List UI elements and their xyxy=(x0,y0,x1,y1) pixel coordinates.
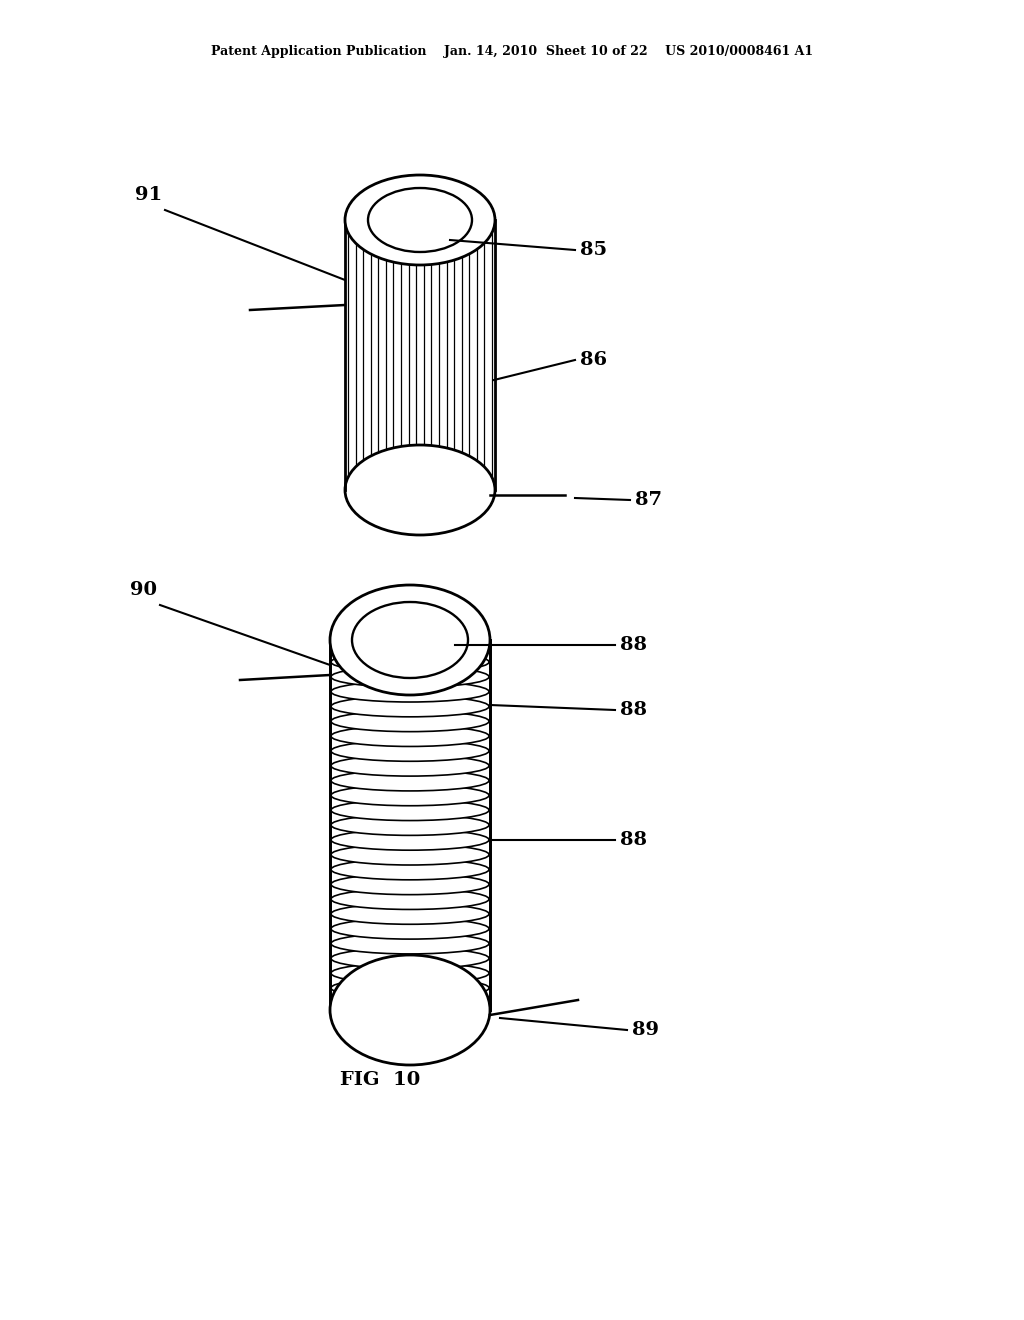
Ellipse shape xyxy=(368,187,472,252)
Ellipse shape xyxy=(331,814,489,836)
Ellipse shape xyxy=(331,696,489,717)
Text: 89: 89 xyxy=(632,1020,659,1039)
Ellipse shape xyxy=(331,859,489,880)
Ellipse shape xyxy=(330,585,490,696)
Ellipse shape xyxy=(331,845,489,865)
Ellipse shape xyxy=(331,962,489,983)
Ellipse shape xyxy=(331,741,489,762)
Ellipse shape xyxy=(331,755,489,776)
Text: 86: 86 xyxy=(580,351,607,370)
Ellipse shape xyxy=(331,681,489,702)
Text: 88: 88 xyxy=(620,832,647,849)
Ellipse shape xyxy=(331,903,489,924)
Ellipse shape xyxy=(331,711,489,731)
Ellipse shape xyxy=(331,785,489,805)
Ellipse shape xyxy=(331,800,489,821)
Ellipse shape xyxy=(331,948,489,969)
Text: Patent Application Publication    Jan. 14, 2010  Sheet 10 of 22    US 2010/00084: Patent Application Publication Jan. 14, … xyxy=(211,45,813,58)
Polygon shape xyxy=(270,620,331,1030)
Ellipse shape xyxy=(331,874,489,895)
Text: 88: 88 xyxy=(620,701,647,719)
Ellipse shape xyxy=(331,933,489,954)
Text: 85: 85 xyxy=(580,242,607,259)
Ellipse shape xyxy=(331,726,489,747)
Ellipse shape xyxy=(331,978,489,998)
Ellipse shape xyxy=(330,954,490,1065)
Text: 87: 87 xyxy=(635,491,662,510)
Ellipse shape xyxy=(345,176,495,265)
Ellipse shape xyxy=(331,770,489,791)
Ellipse shape xyxy=(331,919,489,939)
Polygon shape xyxy=(345,220,495,490)
Text: FIG  10: FIG 10 xyxy=(340,1071,420,1089)
Text: 88: 88 xyxy=(620,636,647,653)
Ellipse shape xyxy=(345,445,495,535)
Text: 91: 91 xyxy=(135,186,162,205)
Text: 90: 90 xyxy=(130,581,157,599)
Ellipse shape xyxy=(331,667,489,688)
Polygon shape xyxy=(330,640,490,1010)
Ellipse shape xyxy=(331,888,489,909)
Polygon shape xyxy=(489,620,550,1030)
Ellipse shape xyxy=(331,829,489,850)
Ellipse shape xyxy=(331,652,489,672)
Ellipse shape xyxy=(352,602,468,678)
